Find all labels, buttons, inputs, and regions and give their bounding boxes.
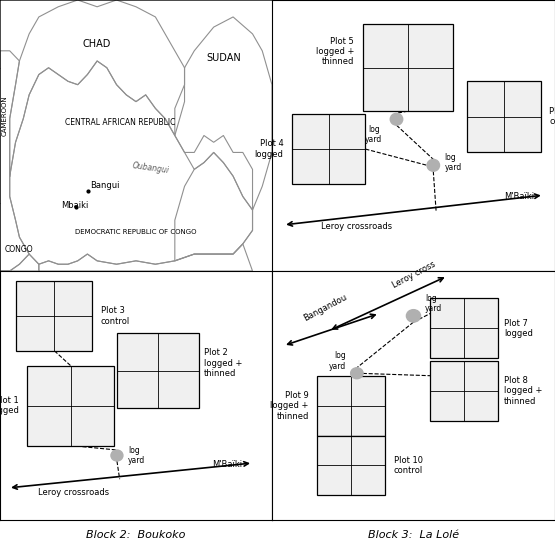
FancyBboxPatch shape <box>467 81 541 152</box>
Text: Leroy crossroads: Leroy crossroads <box>321 222 392 231</box>
Text: log
yard: log yard <box>425 294 442 313</box>
Text: CHAD: CHAD <box>83 40 112 49</box>
Circle shape <box>427 159 440 171</box>
FancyBboxPatch shape <box>431 361 498 421</box>
Text: Block 3:  La Lolé: Block 3: La Lolé <box>368 530 459 540</box>
FancyBboxPatch shape <box>27 366 114 446</box>
FancyBboxPatch shape <box>317 436 385 495</box>
Text: Plot 9
logged +
thinned: Plot 9 logged + thinned <box>270 391 309 421</box>
Circle shape <box>351 367 363 379</box>
Text: M'Baïki: M'Baïki <box>504 192 534 201</box>
Text: Plot 5
logged +
thinned: Plot 5 logged + thinned <box>316 37 354 66</box>
Text: Plot 1
logged: Plot 1 logged <box>0 396 19 415</box>
FancyBboxPatch shape <box>317 376 385 436</box>
Circle shape <box>111 450 123 461</box>
Text: Block 2:  Boukoko: Block 2: Boukoko <box>86 530 186 540</box>
Text: CONGO: CONGO <box>5 246 34 254</box>
FancyBboxPatch shape <box>16 281 93 351</box>
FancyBboxPatch shape <box>117 333 199 408</box>
Text: Leroy crossroads: Leroy crossroads <box>38 488 109 498</box>
Text: Block 1:  Boukoko: Block 1: Boukoko <box>364 278 463 288</box>
Text: Plot 7
logged: Plot 7 logged <box>504 319 533 338</box>
Text: Bangui: Bangui <box>90 181 120 190</box>
Text: Bangandou: Bangandou <box>302 292 349 323</box>
Text: log
yard: log yard <box>329 351 346 371</box>
Text: log
yard: log yard <box>365 125 382 144</box>
Text: Leroy cross: Leroy cross <box>390 260 437 291</box>
Text: log
yard: log yard <box>445 153 462 172</box>
Text: M'Baïki: M'Baïki <box>212 460 242 469</box>
Text: Plot 4
logged: Plot 4 logged <box>254 139 283 159</box>
Text: SUDAN: SUDAN <box>206 53 241 63</box>
Circle shape <box>406 309 421 322</box>
FancyBboxPatch shape <box>362 24 453 111</box>
Text: CAMEROON: CAMEROON <box>2 96 8 137</box>
Text: Mbaiki: Mbaiki <box>61 201 89 210</box>
Circle shape <box>390 113 403 125</box>
Text: Oubangui: Oubangui <box>132 160 170 175</box>
Text: CENTRAL AFRICAN REPUBLIC: CENTRAL AFRICAN REPUBLIC <box>65 118 175 127</box>
Text: Plot 6
control: Plot 6 control <box>549 107 555 126</box>
FancyBboxPatch shape <box>292 114 365 184</box>
Text: Plot 3
control: Plot 3 control <box>100 306 130 326</box>
Text: log
yard: log yard <box>128 446 145 465</box>
Text: Plot 10
control: Plot 10 control <box>393 456 423 475</box>
Text: Plot 8
logged +
thinned: Plot 8 logged + thinned <box>504 376 542 405</box>
Text: DEMOCRATIC REPUBLIC OF CONGO: DEMOCRATIC REPUBLIC OF CONGO <box>75 229 196 235</box>
FancyBboxPatch shape <box>431 299 498 358</box>
Text: Plot 2
logged +
thinned: Plot 2 logged + thinned <box>204 349 243 378</box>
